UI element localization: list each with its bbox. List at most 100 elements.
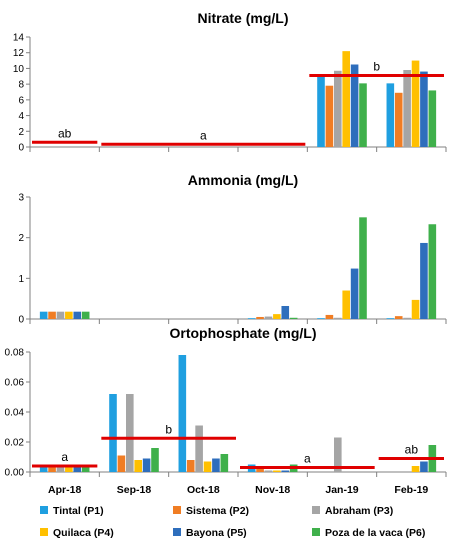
bar-3-s5-c3 xyxy=(212,458,220,472)
legend-swatch xyxy=(312,506,320,514)
y-tick-label: 14 xyxy=(13,33,25,44)
bar-3-s4-c1 xyxy=(65,466,73,472)
bar-2-s5-c1 xyxy=(73,311,82,319)
bar-2-s5-c4 xyxy=(281,305,290,319)
bar-1-s5-c6 xyxy=(420,71,428,147)
bar-2-s1-c5 xyxy=(317,318,325,319)
y-tick-label: 0.08 xyxy=(5,348,25,359)
bar-2-s4-c1 xyxy=(65,311,73,319)
bar-1-s4-c5 xyxy=(342,51,350,147)
panel-title: Nitrate (mg/L) xyxy=(198,10,289,26)
bar-1-s4-c6 xyxy=(411,60,420,147)
bar-3-s6-c2 xyxy=(151,448,159,472)
bar-2-s2-c1 xyxy=(48,311,56,319)
bar-3-s3-c5 xyxy=(334,437,342,472)
bar-1-s2-c5 xyxy=(325,85,334,147)
legend-item: Poza de la vaca (P6) xyxy=(312,527,425,539)
group-letter: b xyxy=(165,422,172,436)
x-category-label: Oct-18 xyxy=(187,484,220,496)
legend-swatch xyxy=(173,528,181,536)
bar-2-s3-c6 xyxy=(403,317,411,319)
bar-1-s3-c5 xyxy=(334,70,342,147)
bar-2-s3-c5 xyxy=(334,317,342,319)
y-tick-label: 0.00 xyxy=(5,468,25,479)
bar-2-s5-c5 xyxy=(350,268,359,319)
x-category-label: Feb-19 xyxy=(394,484,428,496)
bar-2-s6-c4 xyxy=(289,317,298,319)
bar-2-s1-c6 xyxy=(386,318,395,319)
bar-2-s2-c6 xyxy=(394,316,403,319)
y-tick-label: 3 xyxy=(18,193,24,204)
bar-3-s5-c2 xyxy=(142,458,151,472)
bar-1-s3-c6 xyxy=(403,70,411,147)
bar-3-s1-c3 xyxy=(178,355,187,472)
x-category-label: Apr-18 xyxy=(48,484,81,496)
bar-3-s2-c1 xyxy=(48,466,56,472)
y-tick-label: 0 xyxy=(18,143,24,154)
panel-3: Ortophosphate (mg/L) 0.00 0.02 0.04 0.06 0.08… xyxy=(5,325,447,479)
legend-swatch xyxy=(312,528,320,536)
y-tick-label: 6 xyxy=(18,95,24,106)
bar-2-s1-c1 xyxy=(39,311,48,319)
group-letter: a xyxy=(200,128,207,142)
bar-3-s4-c2 xyxy=(134,460,142,472)
legend-label: Abraham (P3) xyxy=(325,505,393,517)
bar-3-s3-c1 xyxy=(56,466,65,472)
bar-2-s4-c4 xyxy=(273,314,281,319)
legend-label: Tintal (P1) xyxy=(53,505,104,517)
legend-label: Bayona (P5) xyxy=(186,527,247,539)
bar-3-s2-c2 xyxy=(117,455,126,472)
bar-3-s5-c1 xyxy=(73,466,82,472)
group-letter: a xyxy=(304,452,311,466)
x-category-label: Sep-18 xyxy=(117,484,152,496)
bar-3-s3-c4 xyxy=(264,470,273,472)
bar-3-s3-c2 xyxy=(126,394,134,472)
bar-3-s2-c4 xyxy=(256,469,264,472)
panel-title: Ammonia (mg/L) xyxy=(188,172,298,188)
group-letter: b xyxy=(373,60,380,74)
bar-2-s4-c6 xyxy=(411,299,420,319)
bar-2-s6-c1 xyxy=(81,311,90,319)
x-category-label: Jan-19 xyxy=(325,484,358,496)
bar-3-s5-c6 xyxy=(420,461,428,472)
legend-label: Quilaca (P4) xyxy=(53,527,114,539)
y-tick-label: 8 xyxy=(18,80,24,91)
bar-3-s6-c1 xyxy=(81,466,90,472)
y-tick-label: 1 xyxy=(18,274,24,285)
bar-2-s3-c1 xyxy=(56,311,65,319)
group-letter: ab xyxy=(58,126,72,140)
y-tick-label: 0 xyxy=(18,315,24,326)
bar-1-s6-c6 xyxy=(428,90,437,147)
bar-3-s5-c4 xyxy=(281,470,290,472)
legend-label: Sistema (P2) xyxy=(186,505,249,517)
bar-1-s2-c6 xyxy=(394,92,403,147)
y-tick-label: 10 xyxy=(13,64,25,75)
bar-3-s2-c3 xyxy=(186,460,195,472)
panel-2: Ammonia (mg/L) 0 1 2 3 xyxy=(18,172,447,326)
legend-swatch xyxy=(40,506,48,514)
y-tick-label: 4 xyxy=(18,111,24,122)
legend-item: Abraham (P3) xyxy=(312,505,393,517)
group-letter: ab xyxy=(405,443,419,457)
bar-2-s1-c4 xyxy=(247,318,256,319)
y-tick-label: 0.04 xyxy=(5,408,25,419)
legend-swatch xyxy=(40,528,48,536)
bar-3-s4-c6 xyxy=(411,466,420,472)
bar-1-s6-c5 xyxy=(359,83,367,147)
legend-item: Bayona (P5) xyxy=(173,527,247,539)
bar-2-s3-c4 xyxy=(264,316,273,319)
legend-item: Sistema (P2) xyxy=(173,505,249,517)
bar-2-s2-c4 xyxy=(256,316,264,319)
legend-item: Quilaca (P4) xyxy=(40,527,114,539)
bar-2-s4-c5 xyxy=(342,290,350,319)
bar-3-s4-c3 xyxy=(203,461,212,472)
y-tick-label: 2 xyxy=(18,233,24,244)
y-tick-label: 2 xyxy=(18,127,24,138)
bar-3-s1-c1 xyxy=(39,466,48,472)
bar-1-s1-c5 xyxy=(317,76,325,147)
legend-label: Poza de la vaca (P6) xyxy=(325,527,425,539)
legend-swatch xyxy=(173,506,181,514)
